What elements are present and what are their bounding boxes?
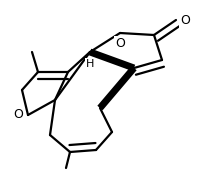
Text: O: O — [180, 14, 190, 27]
Text: H: H — [86, 59, 94, 69]
Text: O: O — [115, 37, 125, 50]
Text: O: O — [13, 109, 23, 122]
